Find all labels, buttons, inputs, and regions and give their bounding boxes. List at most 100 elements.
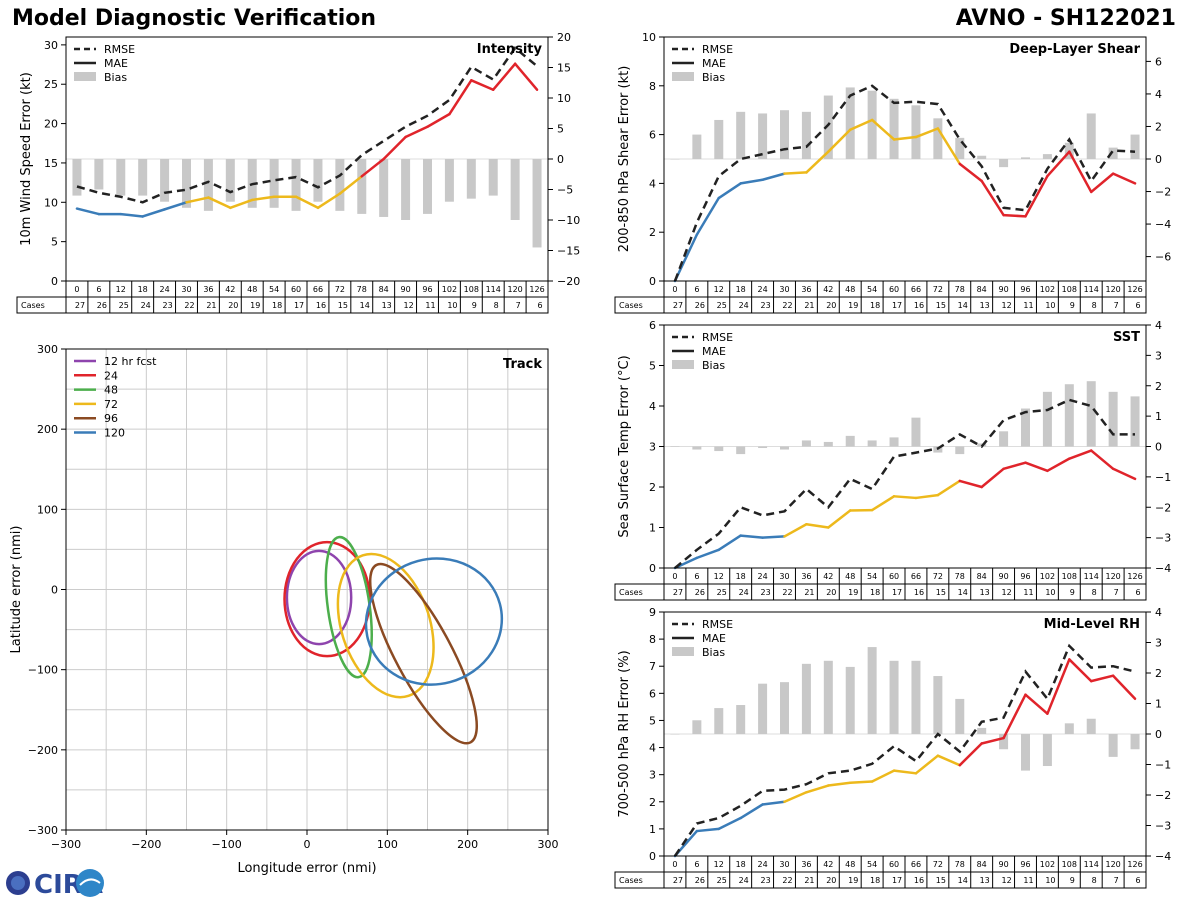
rh-bias-bar <box>933 676 943 734</box>
intensity-cases-value: 22 <box>184 301 194 310</box>
intensity-bias-bar <box>116 159 126 196</box>
track-xtick-label: −300 <box>51 838 81 851</box>
rh-mae-segment <box>1089 674 1115 683</box>
rh-cases-value: 10 <box>1045 876 1055 885</box>
rh-bias-bar <box>758 683 768 734</box>
sst-cases-value: 16 <box>914 588 924 597</box>
intensity-y2tick-label: −10 <box>557 214 580 227</box>
shear-mae-segment <box>673 233 699 283</box>
intensity-cases-value: 15 <box>338 301 348 310</box>
track-ytick-label: −300 <box>28 824 58 837</box>
rh-legend-mae-label: MAE <box>702 632 726 645</box>
rh-title: Mid-Level RH <box>1044 617 1140 632</box>
sst-hour-label: 96 <box>1020 572 1030 581</box>
rh-cases-value: 24 <box>739 876 749 885</box>
intensity-bias-bar <box>269 159 279 208</box>
rh-cases-value: 25 <box>717 876 727 885</box>
shear-y2tick-label: −2 <box>1155 186 1171 199</box>
shear-ytick-label: 0 <box>649 275 656 288</box>
intensity-mae-segment <box>141 208 166 218</box>
intensity-mae-segment <box>185 196 210 204</box>
intensity-mae-segment <box>513 62 539 91</box>
track-ylabel: Latitude error (nmi) <box>9 526 24 654</box>
sst-hour-label: 48 <box>845 572 855 581</box>
rh-hour-label: 24 <box>757 860 767 869</box>
sst-hour-label: 102 <box>1040 572 1055 581</box>
shear-cases-value: 12 <box>1001 301 1011 310</box>
sst-hour-label: 126 <box>1127 572 1142 581</box>
shear-bias-bar <box>1086 113 1096 159</box>
shear-cases-value: 8 <box>1092 301 1097 310</box>
rh-hour-label: 30 <box>779 860 789 869</box>
intensity-bias-bar <box>182 159 191 208</box>
shear-bias-bar <box>780 110 789 159</box>
rh-mae-segment <box>827 781 852 787</box>
shear-hour-label: 102 <box>1040 285 1055 294</box>
rh-bias-bar <box>801 663 811 734</box>
intensity-ytick-label: 20 <box>44 118 58 131</box>
sst-hour-label: 78 <box>955 572 965 581</box>
track-legend-label: 96 <box>104 412 118 425</box>
intensity-mae-segment <box>491 62 517 91</box>
sst-mae-segment <box>761 535 786 539</box>
page-title: Model Diagnostic Verification <box>12 6 377 31</box>
shear-mae-segment <box>739 178 764 185</box>
rh-hour-label: 54 <box>867 860 877 869</box>
intensity-bias-bar <box>225 159 235 202</box>
rh-cases-value: 12 <box>1001 876 1011 885</box>
rh-cases-value: 8 <box>1092 876 1097 885</box>
shear-ytick-label: 8 <box>649 80 656 93</box>
rh-cases-value: 18 <box>870 876 880 885</box>
sst-cases-value: 19 <box>848 588 858 597</box>
sst-mae-segment <box>870 495 896 512</box>
sst-bias-bar <box>780 446 789 450</box>
intensity-cases-value: 20 <box>228 301 238 310</box>
intensity-cases-value: 17 <box>294 301 304 310</box>
track-ytick-label: 300 <box>37 343 58 356</box>
shear-bias-bar <box>867 90 877 159</box>
track-ellipse-12 <box>285 549 353 646</box>
intensity-hour-label: 114 <box>486 285 501 294</box>
shear-cases-value: 23 <box>760 301 770 310</box>
rh-cases-value: 17 <box>892 876 902 885</box>
shear-cases-value: 17 <box>892 301 902 310</box>
rh-ytick-label: 5 <box>649 714 656 727</box>
rh-hour-label: 6 <box>694 860 699 869</box>
sst-hour-label: 72 <box>933 572 943 581</box>
sst-hour-label: 108 <box>1062 572 1077 581</box>
rh-ytick-label: 4 <box>649 742 656 755</box>
intensity-cases-value: 26 <box>97 301 107 310</box>
rh-hour-label: 78 <box>955 860 965 869</box>
rh-bias-bar <box>1064 723 1074 734</box>
rh-ytick-label: 8 <box>649 633 656 646</box>
rh-bias-bar <box>889 660 899 734</box>
sst-cases-value: 26 <box>695 588 705 597</box>
sst-bias-bar <box>823 441 833 447</box>
track-panel: −300 −200 −100 0 100 200 300 −300 −200 −100 0 100 20… <box>9 343 559 876</box>
track-legend-label: 24 <box>104 369 118 382</box>
shear-mae-segment <box>914 127 940 139</box>
shear-hour-label: 114 <box>1084 285 1099 294</box>
rh-hour-label: 42 <box>823 860 833 869</box>
shear-cases-value: 15 <box>936 301 946 310</box>
shear-cases-value: 6 <box>1135 301 1140 310</box>
intensity-hour-label: 6 <box>96 285 101 294</box>
track-legend-label: 48 <box>104 384 118 397</box>
rh-mae-segment <box>958 742 983 767</box>
sst-bias-bar <box>867 440 877 447</box>
intensity-mae-segment <box>75 207 101 216</box>
sst-mae-segment <box>1111 467 1137 481</box>
rh-cases-value: 26 <box>695 876 705 885</box>
rh-mae-segment <box>1002 693 1027 740</box>
logo-storm-icon <box>76 869 104 897</box>
intensity-bias-bar <box>203 159 213 211</box>
rh-hour-label: 0 <box>672 860 677 869</box>
sst-mae-segment <box>980 467 1005 489</box>
sst-bias-bar <box>1021 408 1030 447</box>
intensity-mae-segment <box>470 79 495 91</box>
shear-hour-label: 42 <box>823 285 833 294</box>
shear-mae-segment <box>958 162 983 183</box>
sst-y2tick-label: −3 <box>1155 532 1171 545</box>
sst-bias-bar <box>758 446 768 449</box>
sst-rmse-line <box>674 398 1135 569</box>
